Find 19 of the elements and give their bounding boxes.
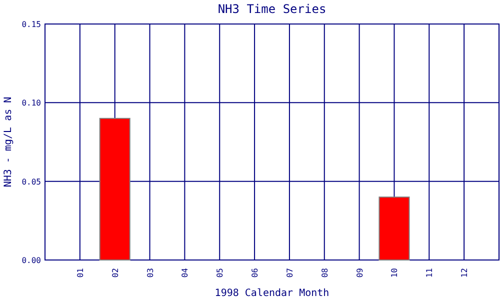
y-tick-label: 0.10 (22, 98, 42, 108)
x-tick-label: 05 (216, 268, 225, 278)
y-tick-label: 0.00 (22, 256, 42, 265)
x-tick-label: 04 (180, 268, 190, 278)
y-tick-label: 0.15 (22, 20, 42, 29)
y-tick-label: 0.05 (22, 177, 42, 186)
x-tick-label: 10 (390, 268, 400, 278)
x-tick-label: 08 (320, 268, 330, 278)
x-tick-label: 09 (355, 268, 364, 278)
x-tick-label: 03 (146, 268, 155, 278)
x-tick-label: 06 (250, 268, 260, 278)
chart-title: NH3 Time Series (218, 2, 326, 16)
x-tick-label: 11 (425, 268, 434, 278)
y-axis-title: NH3 - mg/L as N (3, 96, 14, 188)
x-axis-title: 1998 Calendar Month (214, 288, 330, 299)
x-tick-label: 07 (285, 268, 294, 278)
x-tick-label: 02 (110, 268, 120, 278)
x-tick-label: 12 (460, 268, 470, 278)
x-tick-label: 01 (76, 268, 85, 278)
